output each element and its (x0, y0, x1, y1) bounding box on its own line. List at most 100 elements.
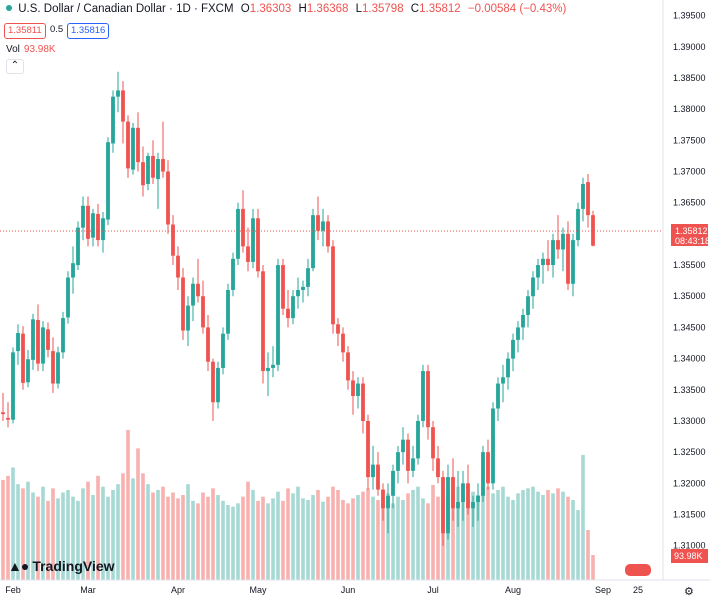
volume-bar (336, 490, 340, 580)
volume-bar (331, 486, 335, 580)
candle-body (346, 352, 350, 381)
volume-tag-value: 93.98K (674, 551, 703, 561)
volume-bar (36, 496, 40, 580)
candle-body (571, 240, 575, 284)
volume-bar (6, 475, 10, 580)
candle-body (501, 377, 505, 384)
candle-body (401, 439, 405, 453)
volume-bar (126, 430, 130, 580)
candle-body (26, 359, 30, 383)
volume-bar (226, 505, 230, 580)
candle-body (561, 233, 565, 250)
candle-body (486, 452, 490, 484)
candle-body (506, 358, 510, 378)
volume-bar (376, 500, 380, 580)
candle-body (336, 324, 340, 334)
candle-body (556, 240, 560, 250)
candle-body (101, 218, 105, 241)
candle-body (106, 142, 110, 220)
gear-icon[interactable]: ⚙ (684, 586, 694, 598)
volume-bar (186, 484, 190, 580)
candle-body (311, 215, 315, 269)
last-price-tag: 1.35812 08:43:18 (671, 224, 710, 246)
candle-body (256, 218, 260, 272)
candle-body (471, 502, 475, 509)
candle-body (281, 265, 285, 309)
volume-bar (246, 481, 250, 580)
candles (1, 71, 595, 546)
sell-button[interactable]: 1.35811 (4, 23, 46, 39)
time-tick-label: Mar (80, 585, 96, 595)
volume-bar (516, 493, 520, 580)
volume-bar (361, 491, 365, 580)
close-value: 1.35812 (419, 3, 461, 15)
tradingview-logo[interactable]: ▲● TradingView (8, 558, 115, 574)
candle-body (226, 290, 230, 334)
volume-bar (296, 486, 300, 580)
candle-body (526, 296, 530, 315)
open-label: O (240, 3, 250, 15)
time-tick-label: 25 (633, 585, 643, 595)
candle-body (161, 159, 165, 172)
symbol-legend[interactable]: U.S. Dollar / Canadian Dollar · 1D · FXC… (4, 3, 566, 15)
chevron-up-icon[interactable]: ⌃ (6, 59, 24, 74)
volume-bar (276, 491, 280, 580)
candle-body (536, 265, 540, 278)
candle-body (591, 215, 595, 246)
volume-bar (221, 500, 225, 580)
volume-bar (501, 486, 505, 580)
candle-body (201, 296, 205, 328)
volume-bar (571, 500, 575, 580)
price-tick-label: 1.31500 (673, 510, 706, 520)
volume-bar (61, 492, 65, 580)
time-tick-label: Feb (5, 585, 21, 595)
candle-body (321, 221, 325, 231)
candle-body (576, 208, 580, 241)
time-tick-label: Apr (171, 585, 185, 595)
events-flag-icon[interactable] (624, 563, 652, 577)
volume-bar (236, 503, 240, 580)
volume-bar (106, 496, 110, 580)
volume-bar (451, 490, 455, 580)
candle-body (61, 318, 65, 353)
candle-body (41, 327, 45, 364)
candle-body (586, 182, 590, 216)
volume-bar (356, 495, 360, 580)
volume-bar (566, 496, 570, 580)
candle-body (446, 477, 450, 534)
candle-body (566, 233, 570, 284)
buy-button[interactable]: 1.35816 (67, 23, 110, 39)
candle-body (366, 420, 370, 478)
candle-body (31, 319, 35, 360)
volume-legend[interactable]: Vol 93.98K (6, 44, 56, 55)
volume-value: 93.98K (23, 44, 56, 55)
volume-bar (351, 498, 355, 580)
volume-bar (396, 496, 400, 580)
candle-body (531, 277, 535, 297)
candle-body (246, 246, 250, 262)
candle-body (391, 470, 395, 496)
time-tick-label: Aug (505, 585, 521, 595)
price-tick-label: 1.37500 (673, 135, 706, 145)
price-tick-label: 1.35500 (673, 260, 706, 270)
candle-body (271, 364, 275, 368)
volume-bar (91, 495, 95, 580)
volume-bar (421, 498, 425, 580)
candle-body (291, 296, 295, 319)
candle-body (146, 155, 150, 184)
volume-bar (306, 500, 310, 580)
volume-bar (506, 496, 510, 580)
candle-body (456, 502, 460, 509)
volume-bar (346, 503, 350, 580)
symbol-title[interactable]: U.S. Dollar / Canadian Dollar · 1D · FXC… (18, 3, 234, 15)
volume-bar (316, 490, 320, 580)
volume-bar (71, 496, 75, 580)
price-tick-label: 1.31000 (673, 541, 706, 551)
volume-bar (41, 486, 45, 580)
price-tick-label: 1.38000 (673, 104, 706, 114)
change-value: −0.00584 (−0.43%) (467, 3, 567, 15)
candle-body (461, 483, 465, 503)
candle-body (206, 327, 210, 362)
volume-bar (401, 500, 405, 580)
